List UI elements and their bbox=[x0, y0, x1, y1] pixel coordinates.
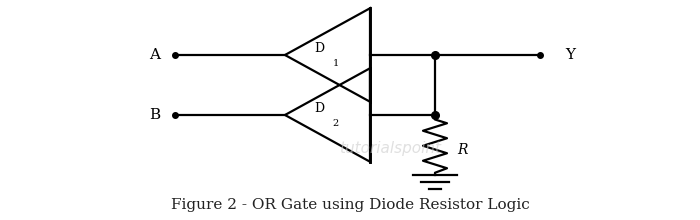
Text: D: D bbox=[314, 42, 325, 55]
Text: Figure 2 - OR Gate using Diode Resistor Logic: Figure 2 - OR Gate using Diode Resistor … bbox=[171, 198, 529, 212]
Text: R: R bbox=[457, 143, 468, 157]
Text: Y: Y bbox=[565, 48, 575, 62]
Text: D: D bbox=[314, 103, 325, 116]
Text: 1: 1 bbox=[332, 59, 339, 68]
Text: tutorialspoint: tutorialspoint bbox=[339, 141, 441, 156]
Text: A: A bbox=[149, 48, 160, 62]
Text: 2: 2 bbox=[332, 119, 339, 128]
Text: B: B bbox=[149, 108, 160, 122]
